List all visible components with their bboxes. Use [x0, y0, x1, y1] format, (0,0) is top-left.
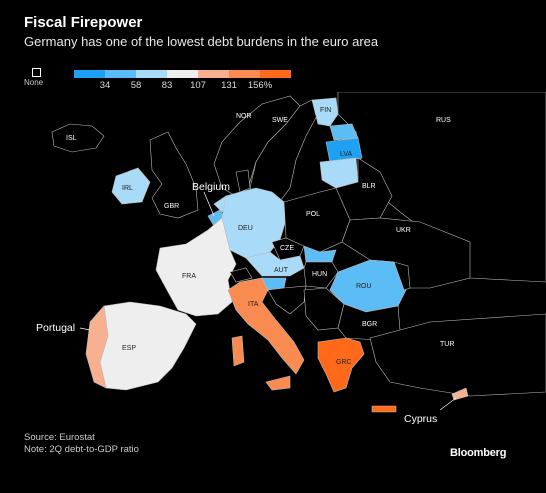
- callout-belgium: Belgium: [192, 181, 230, 193]
- legend-segment-4: [167, 70, 198, 78]
- label-grc: GRC: [336, 359, 352, 366]
- country-che: [229, 267, 253, 283]
- country-aut: [245, 251, 305, 277]
- country-irl: [111, 167, 151, 205]
- callout-line-cyprus: [439, 397, 457, 411]
- legend-tick-4: 107: [190, 80, 206, 91]
- label-fra: FRA: [182, 273, 196, 280]
- label-blr: BLR: [362, 183, 376, 190]
- country-prt: [85, 305, 109, 389]
- legend-tick-1: 34: [99, 80, 111, 91]
- chart-subtitle: Germany has one of the lowest debt burde…: [24, 34, 379, 49]
- legend-segment-2: [105, 70, 136, 78]
- source-text: Source: Eurostat: [24, 432, 95, 443]
- country-cyp: [451, 387, 469, 401]
- europe-map: ISL NOR SWE FIN RUS LVA IRL GBR BLR DEU …: [36, 92, 546, 425]
- label-esp: ESP: [122, 345, 136, 352]
- label-rus: RUS: [436, 117, 451, 124]
- label-cze: CZE: [280, 245, 294, 252]
- callout-line-portugal: [79, 327, 91, 331]
- country-ita-sicily: [265, 375, 291, 391]
- legend-none-swatch: [32, 68, 41, 77]
- country-esp: [99, 301, 197, 391]
- label-pol: POL: [306, 211, 320, 218]
- callout-portugal: Portugal: [36, 322, 75, 334]
- country-dnk: [235, 169, 251, 193]
- legend-segment-6: [229, 70, 260, 78]
- country-grc-crete: [371, 405, 397, 413]
- legend-tick-6: 156%: [247, 80, 273, 91]
- legend-tick-2: 58: [130, 80, 142, 91]
- country-fin: [311, 97, 339, 127]
- bloomberg-logo: Bloomberg: [450, 447, 507, 459]
- country-fra: [155, 217, 237, 317]
- label-rou: ROU: [356, 283, 372, 290]
- legend-tick-3: 83: [161, 80, 173, 91]
- legend-segment-1: [74, 70, 105, 78]
- legend-none-label: None: [24, 78, 44, 87]
- country-svk: [303, 245, 337, 263]
- label-irl: IRL: [122, 185, 133, 192]
- legend-segment-7: [260, 70, 291, 78]
- footnote: Source: Eurostat Note: 2Q debt-to-GDP ra…: [24, 432, 139, 456]
- country-hrv: [267, 285, 307, 315]
- label-ita: ITA: [248, 301, 259, 308]
- label-tur: TUR: [440, 341, 454, 348]
- country-tur: [369, 313, 546, 397]
- label-deu: DEU: [238, 225, 253, 232]
- label-hun: HUN: [312, 271, 327, 278]
- label-isl: ISL: [66, 135, 77, 142]
- note-text: Note: 2Q debt-to-GDP ratio: [24, 444, 139, 455]
- label-swe: SWE: [272, 117, 288, 124]
- label-gbr: GBR: [164, 203, 179, 210]
- country-isl: [51, 123, 105, 153]
- legend-segment-5: [198, 70, 229, 78]
- label-nor: NOR: [236, 113, 252, 120]
- chart-title: Fiscal Firepower: [24, 14, 143, 31]
- country-gbr: [149, 131, 199, 219]
- country-cze: [271, 237, 305, 261]
- legend-segment-3: [136, 70, 167, 78]
- color-legend: None 34 58 83 107 131 156%: [24, 66, 304, 96]
- legend-tick-5: 131: [221, 80, 237, 91]
- country-grc: [317, 337, 365, 393]
- callout-cyprus: Cyprus: [404, 413, 437, 425]
- callout-line-belgium: [203, 191, 215, 217]
- country-lva: [325, 137, 363, 163]
- label-lva: LVA: [340, 151, 353, 158]
- label-ukr: UKR: [396, 227, 411, 234]
- country-ukr: [341, 217, 471, 289]
- label-bgr: BGR: [362, 321, 377, 328]
- label-aut: AUT: [274, 267, 289, 274]
- country-mda: [393, 261, 411, 291]
- label-fin: FIN: [320, 107, 331, 114]
- country-ita-sardinia: [231, 335, 245, 367]
